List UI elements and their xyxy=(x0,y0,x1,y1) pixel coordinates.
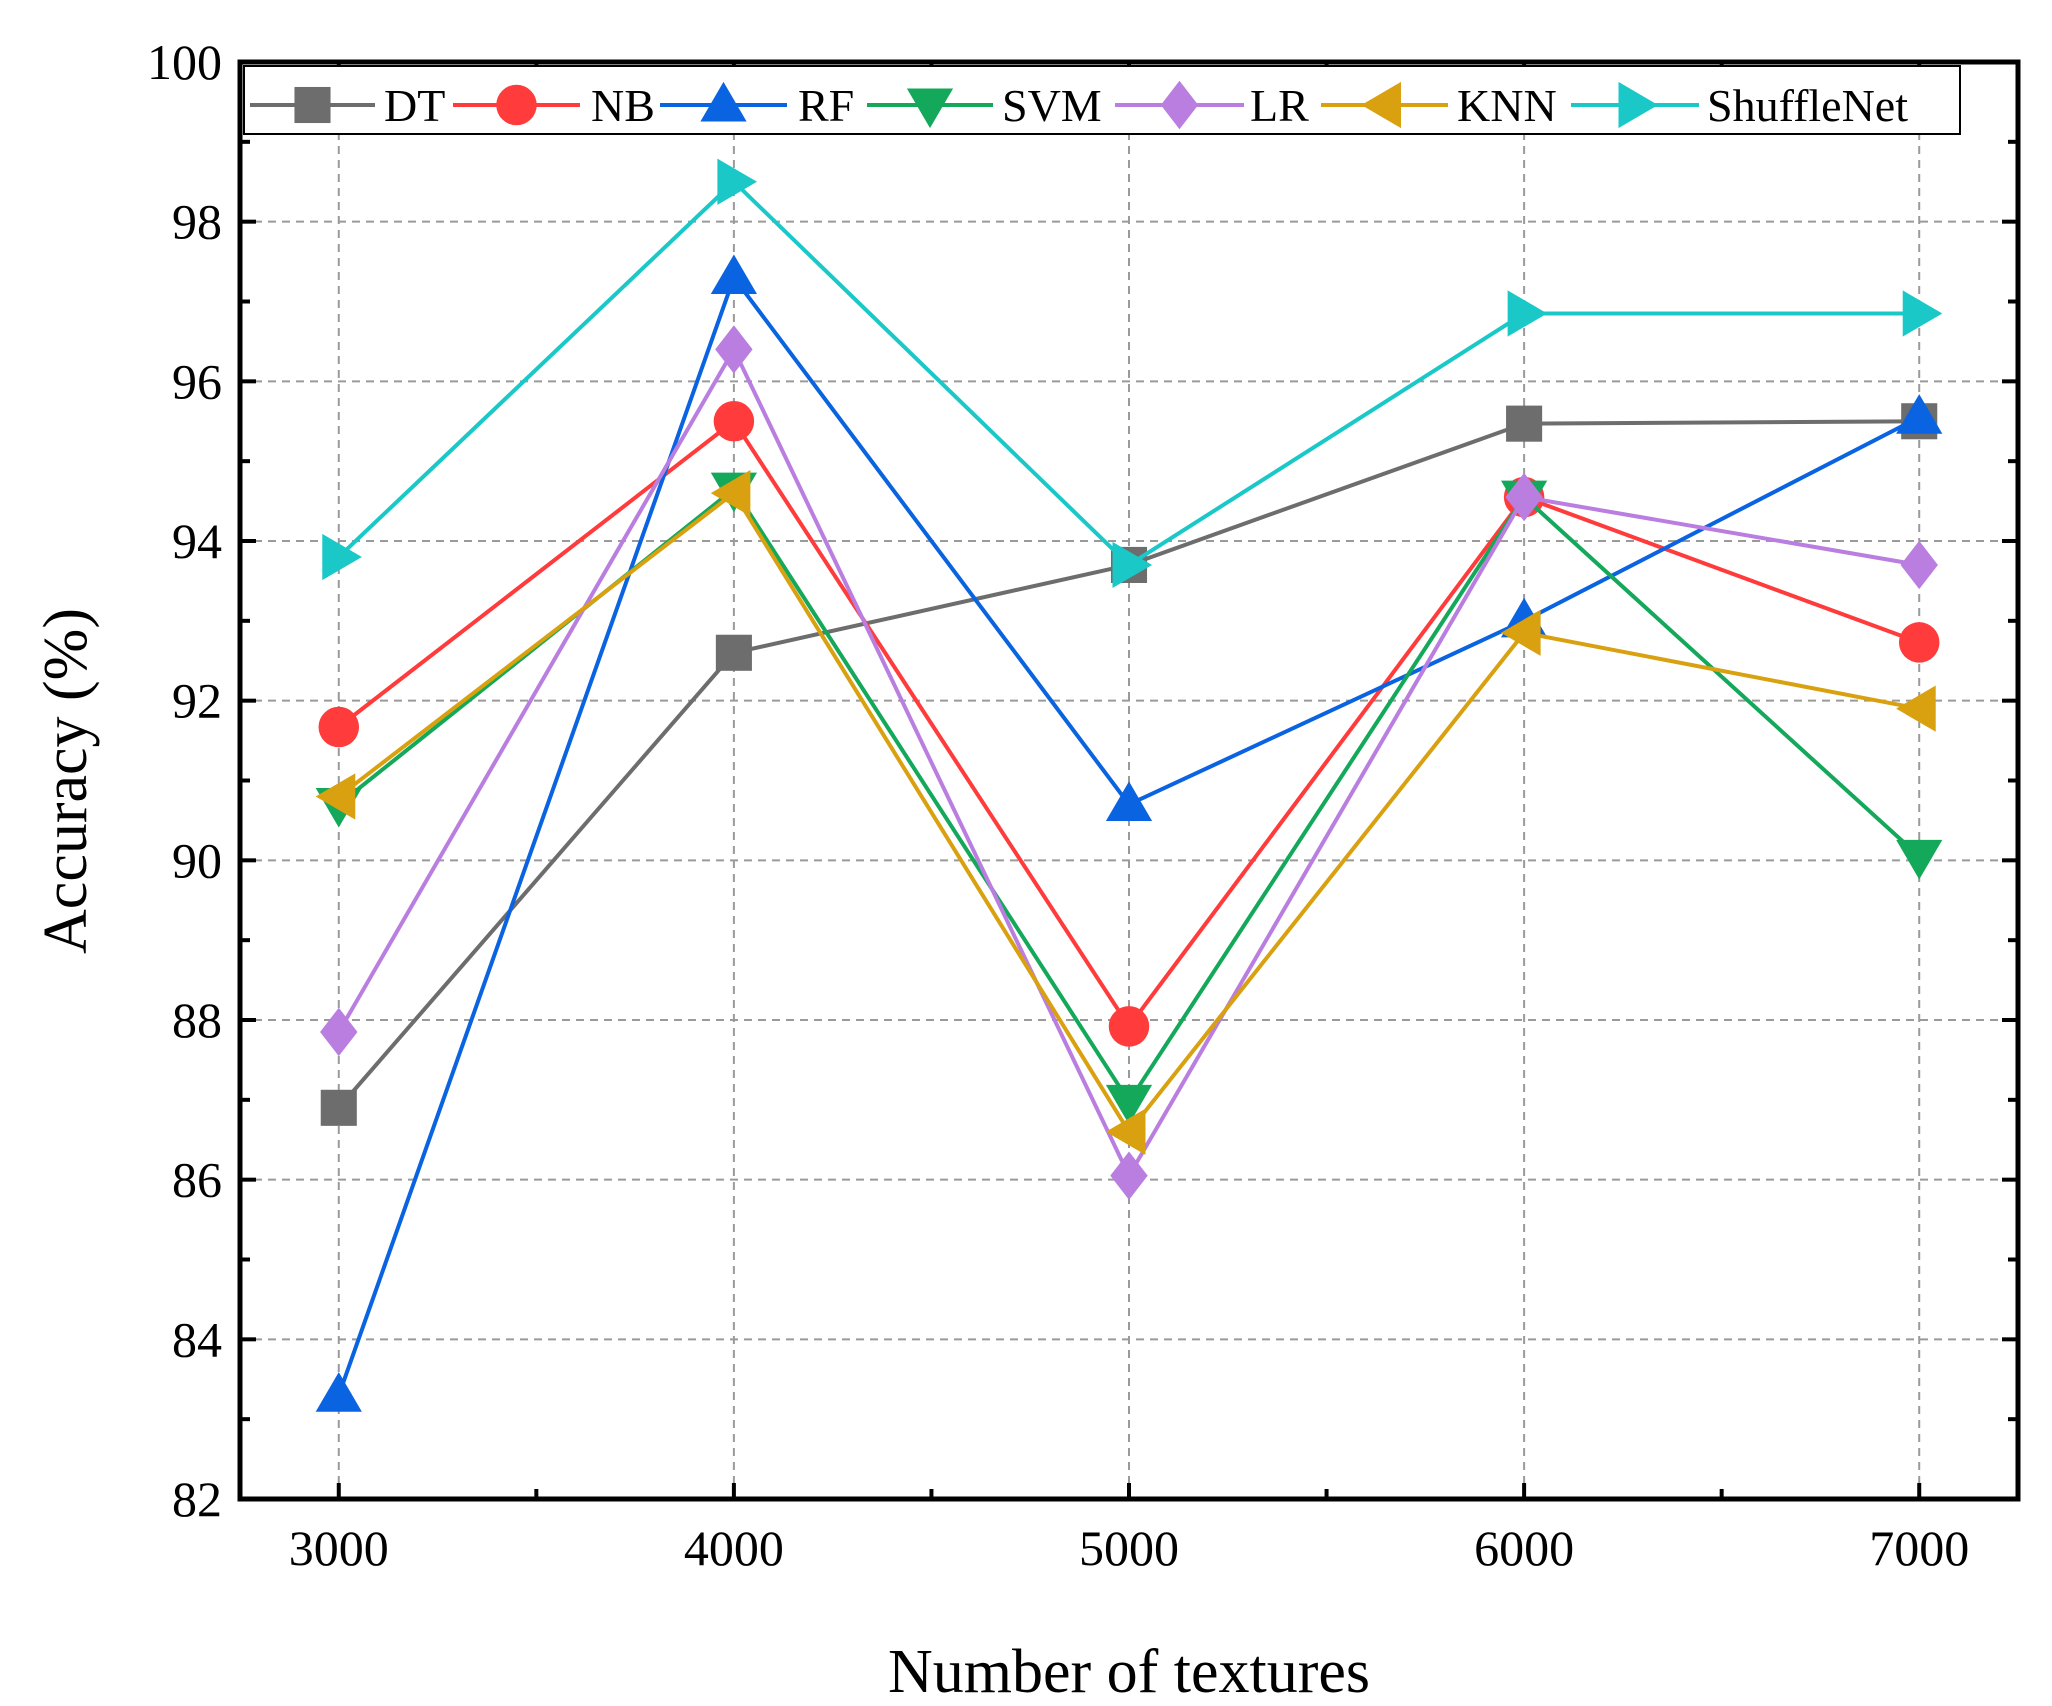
legend: DT NB RF SVM LR KNN ShuffleNet xyxy=(243,65,1961,135)
y-tick-label: 100 xyxy=(147,34,222,90)
data-point-rf xyxy=(1105,781,1153,821)
legend-marker-nb xyxy=(496,84,537,126)
series-group xyxy=(315,158,1943,1412)
legend-entry-rf: RF xyxy=(660,80,854,131)
data-point-knn xyxy=(1105,1108,1146,1155)
data-point-svm xyxy=(1896,839,1943,880)
legend-label-lr: LR xyxy=(1250,80,1309,131)
data-point-dt xyxy=(320,1089,357,1126)
data-point-shufflenet xyxy=(1112,541,1153,589)
legend-label-svm: SVM xyxy=(1002,80,1102,131)
data-point-lr xyxy=(1900,540,1938,590)
series-shufflenet xyxy=(322,158,1943,589)
data-point-rf xyxy=(1896,394,1943,434)
data-point-knn xyxy=(710,470,751,517)
data-point-shufflenet xyxy=(717,158,757,205)
legend-marker-knn xyxy=(1361,81,1401,129)
legend-marker-lr xyxy=(1160,80,1199,130)
legend-marker-svm xyxy=(906,88,954,129)
data-point-shufflenet xyxy=(1507,290,1548,337)
legend-entry-lr: LR xyxy=(1115,80,1309,131)
data-point-svm xyxy=(1105,1084,1153,1125)
y-tick-label: 90 xyxy=(172,832,222,888)
y-tick-label: 82 xyxy=(172,1471,222,1527)
data-point-nb xyxy=(713,401,755,442)
legend-label-shufflenet: ShuffleNet xyxy=(1707,80,1908,131)
y-tick-label: 84 xyxy=(172,1311,222,1367)
y-tick-label: 98 xyxy=(172,194,222,250)
legend-entry-knn: KNN xyxy=(1321,80,1557,131)
x-tick-label: 6000 xyxy=(1474,1520,1574,1576)
y-tick-label: 86 xyxy=(172,1152,222,1208)
series-knn xyxy=(315,470,1936,1155)
data-point-lr xyxy=(1110,1151,1148,1200)
legend-entry-shufflenet: ShuffleNet xyxy=(1571,80,1908,131)
series-rf xyxy=(315,254,1943,1412)
x-tick-label: 7000 xyxy=(1869,1520,1969,1576)
series-lr xyxy=(320,325,1938,1200)
x-tick-label: 4000 xyxy=(684,1520,784,1576)
data-point-rf xyxy=(315,1372,362,1412)
data-point-knn xyxy=(1501,609,1541,656)
legend-label-dt: DT xyxy=(384,80,445,131)
legend-marker-rf xyxy=(700,81,747,122)
y-tick-label: 92 xyxy=(172,673,222,729)
data-point-shufflenet xyxy=(322,533,362,581)
data-point-lr xyxy=(320,1007,358,1057)
x-axis-title: Number of textures xyxy=(888,1638,1370,1706)
grid-lines xyxy=(240,62,2018,1499)
y-axis-title: Accuracy (%) xyxy=(32,608,100,954)
data-point-lr xyxy=(715,325,753,374)
legend-entry-dt: DT xyxy=(250,80,445,131)
y-tick-label: 94 xyxy=(172,513,222,569)
data-point-knn xyxy=(1896,685,1936,732)
legend-label-knn: KNN xyxy=(1457,80,1557,131)
data-point-knn xyxy=(315,773,356,820)
axis-ticks: 3000 4000 5000 6000 7000 82 84 86 88 90 92 94 96 98 10… xyxy=(147,34,2018,1576)
legend-entry-svm: SVM xyxy=(867,80,1102,131)
legend-label-rf: RF xyxy=(798,80,854,131)
data-point-nb xyxy=(1108,1006,1150,1047)
y-tick-label: 96 xyxy=(172,353,222,409)
x-tick-label: 3000 xyxy=(289,1520,389,1576)
x-tick-label: 5000 xyxy=(1079,1520,1179,1576)
legend-label-nb: NB xyxy=(591,80,655,131)
data-point-dt xyxy=(715,634,752,671)
data-point-nb xyxy=(318,706,360,748)
legend-marker-dt xyxy=(294,86,331,124)
data-point-lr xyxy=(1505,472,1543,522)
data-point-rf xyxy=(710,254,757,295)
data-point-nb xyxy=(1898,622,1940,663)
data-point-shufflenet xyxy=(1902,290,1943,337)
legend-entry-nb: NB xyxy=(453,80,655,131)
legend-marker-shufflenet xyxy=(1618,81,1659,129)
y-tick-label: 88 xyxy=(172,992,222,1048)
data-point-dt xyxy=(1506,405,1543,442)
